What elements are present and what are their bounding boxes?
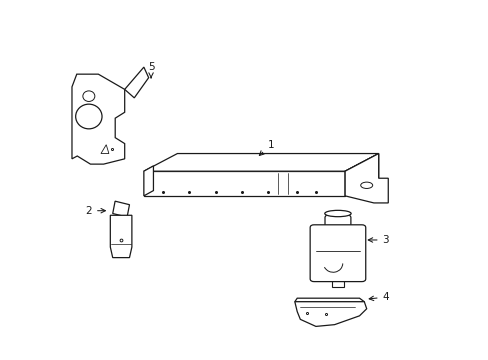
Ellipse shape	[82, 91, 95, 102]
Polygon shape	[112, 201, 129, 217]
Ellipse shape	[76, 104, 102, 129]
Polygon shape	[72, 74, 124, 164]
Polygon shape	[124, 67, 148, 98]
Polygon shape	[110, 215, 132, 258]
Polygon shape	[325, 213, 350, 228]
Polygon shape	[331, 279, 344, 287]
Text: 2: 2	[85, 206, 105, 216]
Text: 4: 4	[368, 292, 388, 302]
Ellipse shape	[324, 210, 350, 217]
Polygon shape	[294, 302, 366, 327]
Polygon shape	[101, 145, 109, 153]
Polygon shape	[143, 153, 378, 171]
FancyBboxPatch shape	[309, 225, 365, 282]
Text: 3: 3	[367, 235, 388, 245]
Polygon shape	[143, 166, 153, 196]
Polygon shape	[294, 298, 364, 302]
Polygon shape	[345, 153, 378, 196]
Polygon shape	[345, 153, 387, 203]
Polygon shape	[143, 171, 345, 196]
Text: 5: 5	[147, 62, 154, 78]
Ellipse shape	[360, 182, 372, 189]
Text: 1: 1	[259, 140, 274, 156]
